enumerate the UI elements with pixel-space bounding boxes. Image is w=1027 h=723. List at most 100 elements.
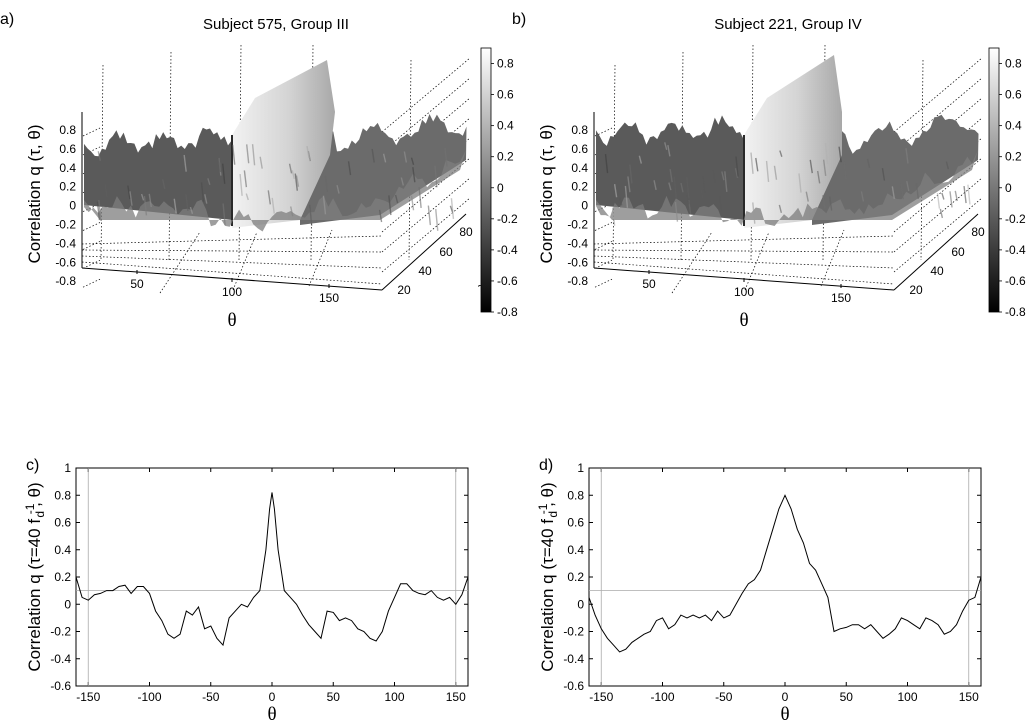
floor-gridline bbox=[671, 231, 713, 294]
surface-texture bbox=[906, 180, 910, 192]
surface-texture bbox=[627, 176, 631, 193]
surface-texture bbox=[449, 205, 454, 213]
y-tick-label: 0 bbox=[64, 597, 71, 611]
series-line bbox=[76, 492, 468, 647]
surface-texture bbox=[412, 167, 416, 183]
surface-texture bbox=[382, 153, 387, 163]
x-tick-label: 0 bbox=[782, 690, 789, 704]
side-gridline bbox=[893, 77, 983, 153]
x-tick-label: 150 bbox=[446, 690, 466, 704]
z-gridline bbox=[82, 222, 101, 231]
surface-texture bbox=[866, 158, 871, 168]
floor-gridline bbox=[232, 231, 258, 291]
surface-texture bbox=[838, 146, 842, 163]
surface-texture bbox=[267, 190, 271, 205]
y-tick-label: 80 bbox=[971, 225, 985, 239]
surface-texture bbox=[388, 195, 392, 216]
x-tick-label: 50 bbox=[642, 277, 656, 291]
surface-texture bbox=[410, 157, 415, 166]
surface-texture bbox=[734, 168, 739, 178]
y-tick-label: -0.4 bbox=[50, 652, 71, 666]
surface-texture bbox=[721, 171, 725, 181]
surface-texture bbox=[450, 198, 455, 219]
colorbar-tick-label: 0.6 bbox=[497, 88, 514, 102]
surface-texture bbox=[97, 151, 101, 161]
y-tick-label: 0.4 bbox=[54, 543, 71, 557]
surface-texture bbox=[104, 183, 108, 198]
surface-texture bbox=[843, 161, 847, 181]
z-gridline bbox=[594, 222, 613, 231]
x-tick-label: 0 bbox=[269, 690, 276, 704]
colorbar-tick-label: 0.4 bbox=[1005, 119, 1022, 133]
side-gridline bbox=[381, 177, 471, 253]
y-tick-label: 80 bbox=[459, 225, 473, 239]
surface-texture bbox=[664, 142, 668, 150]
x-tick-label: 50 bbox=[327, 690, 341, 704]
side-gridline bbox=[893, 197, 983, 273]
colorbar-tick-label: -0.6 bbox=[497, 274, 518, 288]
surface-texture bbox=[394, 194, 399, 204]
y-tick-label: -0.6 bbox=[563, 679, 584, 693]
z-tick-label: 0 bbox=[581, 199, 588, 213]
y-tick-label: 1 bbox=[64, 461, 71, 475]
z-tick-label: -0.6 bbox=[567, 255, 588, 269]
z-gridline bbox=[82, 278, 101, 288]
surface-texture bbox=[963, 185, 967, 204]
panel-b: b) Subject 221, Group IV 0.8 0.6 0.4 0.2 0 -0.2… bbox=[512, 11, 1026, 331]
colorbar-tick-label: 0 bbox=[1005, 181, 1012, 195]
surface-texture bbox=[653, 180, 657, 191]
surface-texture bbox=[418, 187, 422, 208]
y-tick-label: -0.4 bbox=[563, 652, 584, 666]
colorbar bbox=[480, 47, 492, 313]
z-tick-label: -0.8 bbox=[567, 274, 588, 288]
surface-texture bbox=[162, 179, 166, 189]
x-tick-label: 100 bbox=[897, 690, 917, 704]
surface-ridge bbox=[232, 60, 335, 228]
surface-texture bbox=[629, 164, 633, 184]
x-tick-label: -50 bbox=[202, 690, 220, 704]
colorbar-tick-label: 0.4 bbox=[497, 119, 514, 133]
y-axis bbox=[381, 213, 467, 291]
surface-texture bbox=[183, 154, 187, 172]
surface-texture bbox=[755, 157, 759, 172]
y-tick-label: 60 bbox=[951, 245, 965, 259]
z-tick-label: -0.4 bbox=[567, 236, 588, 250]
surface-texture bbox=[444, 148, 448, 167]
surface-texture bbox=[148, 193, 152, 208]
floor-gridline bbox=[81, 261, 383, 285]
x-tick-label: 150 bbox=[959, 690, 979, 704]
surface-texture bbox=[295, 175, 300, 187]
x-tick-label: -100 bbox=[137, 690, 161, 704]
panel-d: d) 1 0.8 0.6 0.4 0.2 0 -0.2 -0.4 -0.6 -150 -100 -50 0… bbox=[536, 457, 982, 723]
surface-texture bbox=[860, 191, 865, 202]
surface-texture bbox=[945, 161, 950, 170]
z-axis-title: Correlation q (τ, θ) bbox=[25, 125, 44, 264]
surface-texture bbox=[667, 145, 671, 157]
surface-texture bbox=[881, 167, 886, 181]
panel-label: b) bbox=[512, 11, 526, 28]
panel-a: a) Subject 575, Group III 0.8 0.6 0.4 0.2 0 -0.… bbox=[0, 11, 518, 331]
y-tick-label: 0.8 bbox=[567, 488, 584, 502]
z-tick-label: -0.8 bbox=[55, 274, 76, 288]
surface-texture bbox=[712, 170, 716, 184]
surface-texture bbox=[200, 182, 205, 202]
surface-texture bbox=[173, 198, 177, 214]
colorbar-tick-label: 0.6 bbox=[1005, 88, 1022, 102]
surface-texture bbox=[779, 150, 783, 157]
colorbar-tick-label: -0.8 bbox=[1005, 305, 1026, 319]
surface-texture bbox=[222, 203, 226, 226]
surface-texture bbox=[207, 178, 211, 186]
colorbar bbox=[988, 47, 1000, 313]
colorbar-tick-label: 0.8 bbox=[497, 57, 514, 71]
surface-texture bbox=[822, 159, 827, 176]
surface-texture bbox=[239, 173, 243, 196]
surface-texture bbox=[427, 205, 432, 226]
panel-label: d) bbox=[539, 457, 553, 474]
floor-gridline bbox=[81, 235, 383, 245]
surface-texture bbox=[251, 144, 256, 166]
surface-right bbox=[300, 114, 467, 225]
x-tick-label: 100 bbox=[222, 285, 242, 299]
floor-gridline bbox=[744, 231, 770, 291]
y-tick-label: 20 bbox=[909, 283, 923, 297]
